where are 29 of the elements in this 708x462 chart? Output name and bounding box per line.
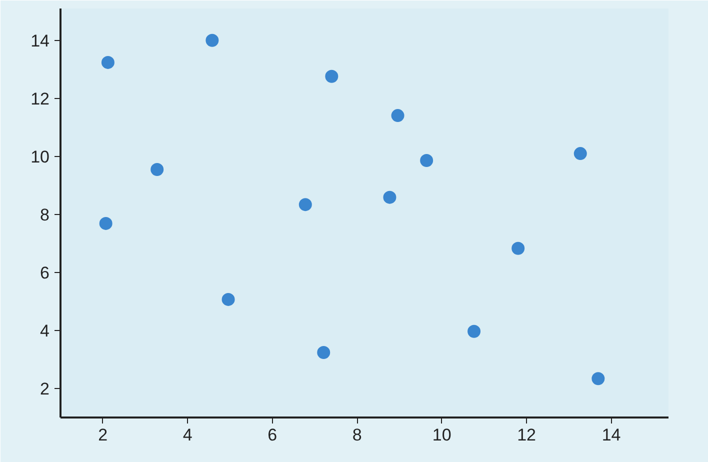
point [298, 198, 312, 212]
x-tick-label: 14 [602, 426, 621, 444]
point [574, 147, 587, 160]
point [99, 216, 112, 230]
point [206, 34, 219, 47]
point [317, 346, 330, 360]
point [325, 70, 338, 83]
point [383, 190, 396, 204]
point [512, 242, 525, 255]
x-tick-label: 8 [352, 426, 362, 444]
y-tick-label: 10 [30, 147, 50, 166]
point [222, 292, 235, 306]
point [391, 109, 404, 122]
point [420, 154, 434, 167]
x-tick-label: 10 [432, 426, 452, 444]
y-tick-label: 2 [40, 379, 50, 398]
x-tick-label: 12 [517, 426, 536, 444]
point [592, 372, 605, 386]
y-tick-label: 4 [40, 321, 50, 340]
y-tick-label: 12 [30, 89, 50, 108]
point [101, 56, 114, 69]
x-tick-label: 2 [98, 426, 108, 444]
y-tick-label: 8 [40, 205, 50, 224]
x-tick-label: 6 [268, 426, 278, 444]
point [150, 163, 164, 176]
y-tick-label: 6 [40, 263, 50, 282]
point [468, 324, 481, 338]
y-tick-label: 14 [30, 31, 50, 50]
x-tick-label: 4 [182, 426, 192, 444]
